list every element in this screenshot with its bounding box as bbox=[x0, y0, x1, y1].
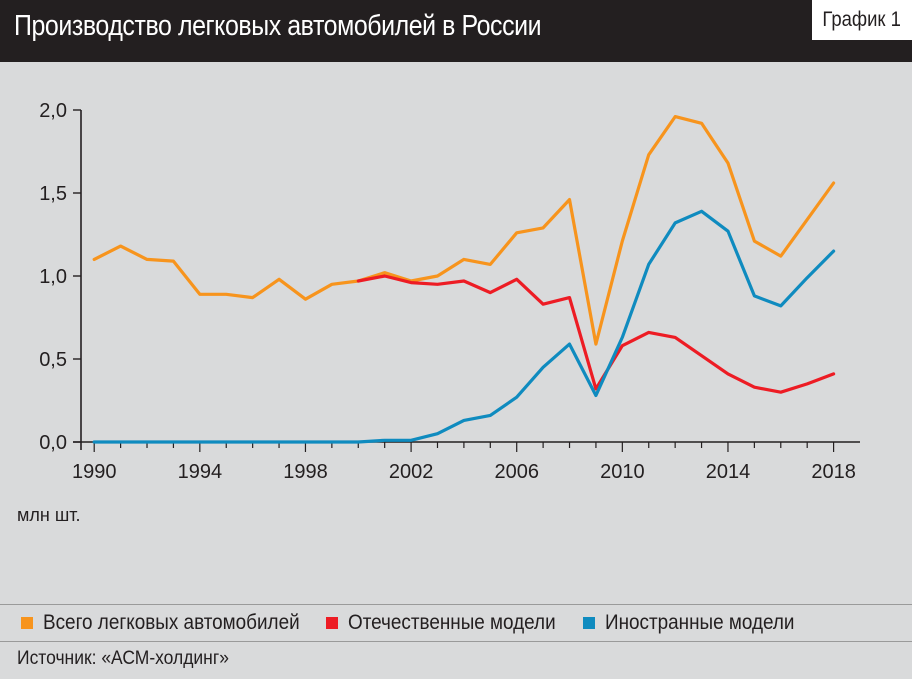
graph-number-badge: График 1 bbox=[812, 0, 912, 40]
legend-swatch-domestic bbox=[326, 617, 339, 629]
x-tick-label: 2018 bbox=[811, 461, 856, 483]
series-total-line bbox=[92, 115, 836, 346]
series-foreign-line bbox=[92, 209, 836, 444]
legend-swatch-total bbox=[21, 617, 33, 629]
series-domestic-line bbox=[356, 274, 836, 394]
y-tick-label: 2,0 bbox=[39, 100, 67, 122]
x-tick-label: 2010 bbox=[600, 461, 645, 483]
legend-item-total: Всего легковых автомобилей bbox=[21, 611, 304, 635]
legend-label-total: Всего легковых автомобилей bbox=[43, 611, 300, 634]
x-tick-label: 2006 bbox=[494, 461, 539, 483]
chart-header: Производство легковых автомобилей в Росс… bbox=[0, 0, 912, 62]
y-tick-label: 0,5 bbox=[39, 349, 67, 371]
chart-legend: Всего легковых автомобилей Отечественные… bbox=[0, 604, 912, 642]
legend-label-domestic: Отечественные модели bbox=[348, 611, 556, 634]
x-tick-label: 2014 bbox=[706, 461, 751, 483]
legend-label-foreign: Иностранные модели bbox=[604, 611, 795, 634]
x-tick-label: 1998 bbox=[283, 461, 328, 483]
legend-swatch-foreign bbox=[582, 617, 595, 629]
chart-title: Производство легковых автомобилей в Росс… bbox=[14, 10, 542, 42]
y-unit-label: млн шт. bbox=[17, 505, 81, 525]
x-tick-label: 1990 bbox=[72, 461, 117, 483]
graph-number-label: График 1 bbox=[822, 8, 902, 31]
x-tick-label: 2002 bbox=[389, 461, 434, 483]
y-tick-label: 1,0 bbox=[39, 266, 67, 288]
line-chart: 0,0 0,5 1,0 1,5 2,0 1990 1994 1998 2002 2006 2010 2… bbox=[39, 100, 860, 483]
source-note: Источник: «АСМ-холдинг» bbox=[17, 648, 229, 669]
y-tick-label: 0,0 bbox=[39, 432, 67, 454]
legend-item-foreign: Иностранные модели bbox=[582, 611, 816, 635]
legend-item-domestic: Отечественные модели bbox=[326, 611, 561, 635]
x-tick-label: 1994 bbox=[178, 461, 223, 483]
y-tick-label: 1,5 bbox=[39, 183, 67, 205]
